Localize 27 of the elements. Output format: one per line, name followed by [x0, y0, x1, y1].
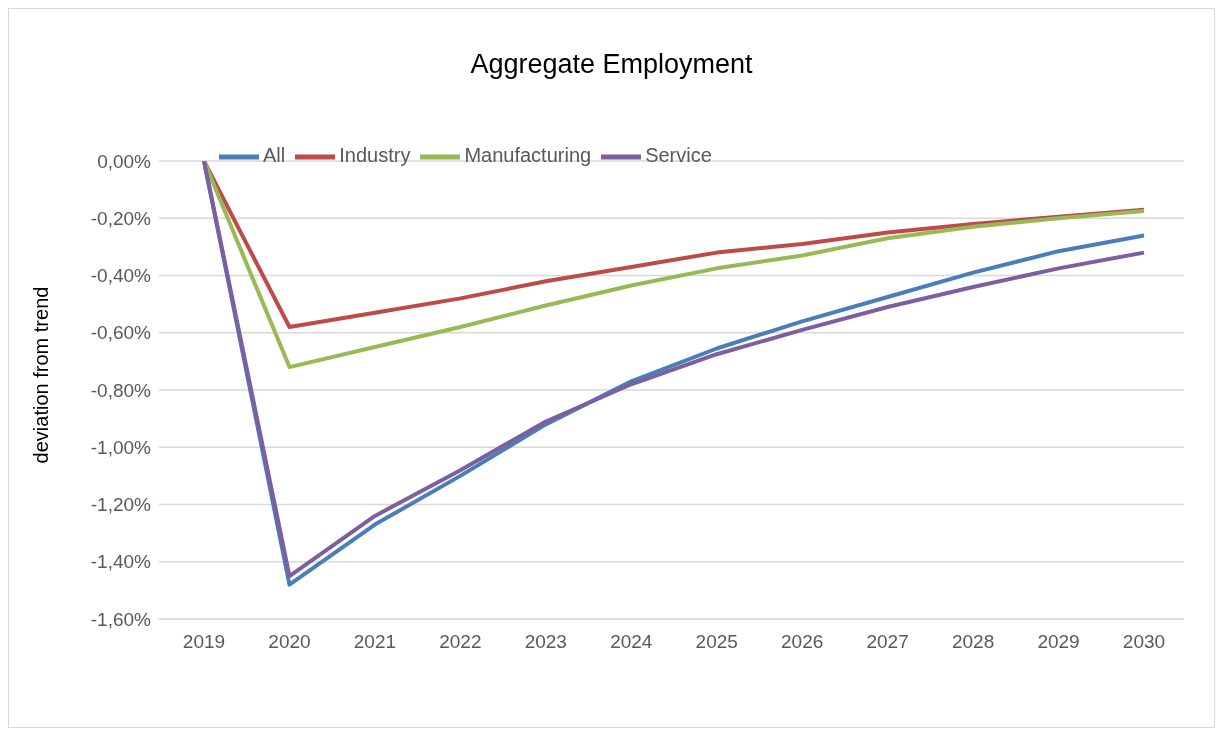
y-tick-label: -0,60%: [90, 322, 152, 344]
x-tick-label: 2026: [781, 631, 824, 653]
legend-label: Industry: [339, 144, 411, 167]
y-tick-label: -0,40%: [90, 265, 152, 287]
y-tick-label: -0,80%: [90, 379, 152, 401]
x-tick-label: 2027: [866, 631, 909, 653]
x-tick-label: 2030: [1122, 631, 1166, 653]
y-tick-label: -1,60%: [90, 608, 152, 630]
y-tick-label: -0,20%: [90, 207, 152, 229]
x-tick-label: 2029: [1037, 631, 1080, 653]
legend-label: All: [263, 144, 286, 167]
y-tick-label: -1,00%: [90, 436, 152, 458]
y-tick-label: -1,40%: [90, 551, 152, 573]
x-tick-label: 2021: [353, 631, 397, 653]
x-tick-label: 2025: [695, 631, 738, 653]
y-axis-title: deviation from trend: [29, 286, 53, 464]
x-tick-label: 2028: [951, 631, 995, 653]
y-tick-label: 0,00%: [97, 150, 152, 172]
x-tick-label: 2023: [524, 631, 567, 653]
legend-label: Service: [645, 144, 712, 167]
y-tick-label: -1,20%: [90, 494, 152, 516]
x-tick-label: 2020: [268, 631, 311, 653]
x-tick-label: 2019: [182, 631, 226, 653]
legend-label: Manufacturing: [464, 144, 592, 167]
x-tick-label: 2022: [439, 631, 482, 653]
x-tick-label: 2024: [610, 631, 653, 653]
chart-title: Aggregate Employment: [469, 49, 754, 80]
